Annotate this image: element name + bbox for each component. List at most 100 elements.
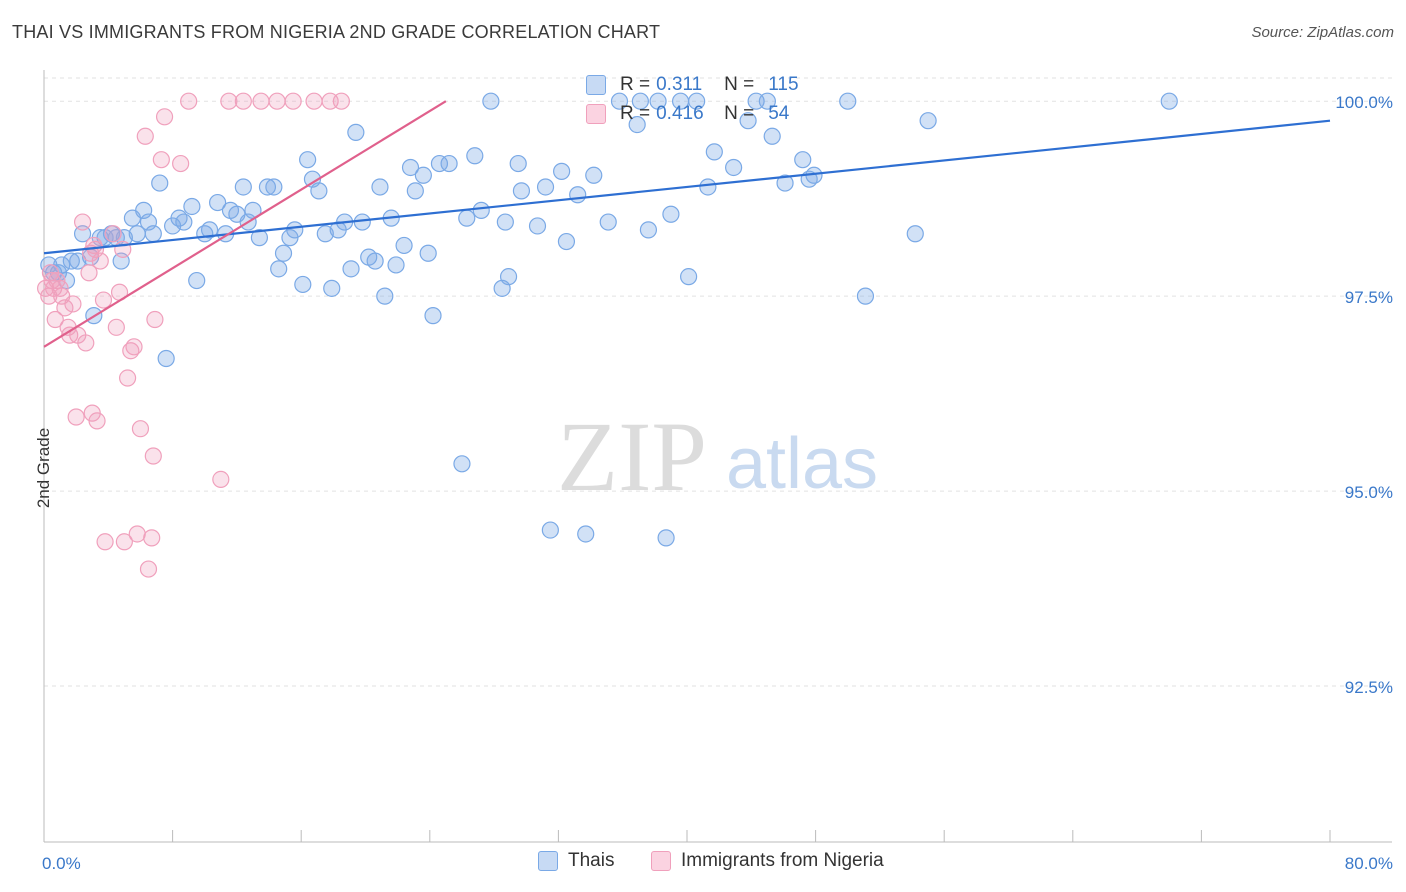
tick-labels: 100.0% 97.5% 95.0% 92.5% 0.0% 80.0% <box>42 93 1393 873</box>
nigeria-point <box>73 213 92 231</box>
r-label: R = <box>620 103 651 124</box>
thais-point <box>424 307 442 325</box>
nigeria-point <box>107 318 125 336</box>
nigeria-point <box>143 529 161 547</box>
nigeria-point <box>268 92 286 110</box>
thais-point <box>482 92 500 110</box>
nigeria-point <box>172 154 190 173</box>
thais-point <box>536 178 555 196</box>
thais-point <box>274 244 293 262</box>
thais-point <box>628 115 646 134</box>
thais-point <box>919 112 937 130</box>
y-tick-label: 97.5% <box>1345 288 1393 307</box>
nigeria-point <box>91 252 109 270</box>
thais-point <box>395 236 413 255</box>
nigeria-point <box>77 334 95 352</box>
nigeria-point <box>80 264 98 282</box>
thais-point <box>387 256 405 274</box>
thais-point <box>472 201 490 219</box>
thais-point <box>316 225 334 243</box>
legend-swatch <box>651 851 671 871</box>
nigeria-point <box>146 310 164 329</box>
r-value: 0.311 <box>656 74 703 95</box>
n-label: N = <box>724 74 755 95</box>
thais-point <box>699 178 717 196</box>
nigeria-point <box>252 92 270 110</box>
nigeria-point <box>128 525 146 543</box>
n-value: 54 <box>768 103 790 124</box>
data-points <box>37 92 1178 578</box>
thais-point <box>639 221 658 239</box>
thais-point <box>62 252 80 270</box>
thais-point <box>599 213 617 231</box>
thais-point <box>342 260 360 278</box>
thais-point <box>200 221 219 239</box>
thais-point <box>906 225 924 243</box>
thais-point <box>188 271 206 290</box>
thais-point <box>294 275 312 294</box>
n-value: 115 <box>768 74 799 95</box>
thais-point <box>839 92 857 110</box>
thais-point <box>705 143 723 161</box>
legend-swatch <box>538 851 558 871</box>
thais-point <box>662 205 680 223</box>
thais-point <box>649 92 667 110</box>
thais-point <box>688 92 706 110</box>
thais-point <box>453 455 471 473</box>
stats-box: R = 0.311 N = 115 R = 0.416 N = 54 <box>556 68 818 130</box>
watermark-atlas: atlas <box>726 424 878 504</box>
thais-point <box>856 287 875 305</box>
nigeria-point <box>96 533 114 551</box>
y-tick-label: 92.5% <box>1345 678 1393 697</box>
thais-point <box>286 221 304 239</box>
thais-point <box>323 279 341 297</box>
thais-point <box>183 197 201 216</box>
nigeria-point <box>305 92 323 110</box>
legend-item-nigeria[interactable]: Immigrants from Nigeria <box>651 850 884 872</box>
thais-point <box>258 178 277 196</box>
nigeria-swatch <box>586 104 606 124</box>
watermark-zip: ZIP <box>557 401 707 512</box>
stats-row-thais: R = 0.311 N = 115 <box>556 71 799 99</box>
thais-point <box>347 123 365 141</box>
thais-point <box>419 244 437 262</box>
thais-point <box>776 174 794 192</box>
nigeria-point <box>144 447 162 465</box>
source-credit: Source: ZipAtlas.com <box>1251 24 1394 41</box>
thais-point <box>680 268 698 286</box>
nigeria-point <box>234 92 252 110</box>
thais-point <box>763 127 781 145</box>
thais-point <box>209 193 227 212</box>
nigeria-point <box>115 533 133 551</box>
legend-item-thais[interactable]: Thais <box>538 850 614 872</box>
thais-point <box>299 151 317 169</box>
thais-point <box>794 151 812 169</box>
nigeria-point <box>46 310 64 329</box>
trend-lines <box>43 100 1331 348</box>
thais-point <box>541 521 559 539</box>
legend-label: Thais <box>568 850 615 871</box>
r-label: R = <box>620 74 651 95</box>
thais-point <box>499 268 518 286</box>
thais-point <box>406 182 424 200</box>
thais-point <box>557 232 576 251</box>
nigeria-point <box>212 470 230 488</box>
thais-point <box>528 217 547 235</box>
thais-point <box>157 349 175 368</box>
y-tick-label: 95.0% <box>1345 483 1393 502</box>
nigeria-point <box>118 369 137 387</box>
thais-point <box>430 154 449 173</box>
y-tick-label: 100.0% <box>1335 93 1393 112</box>
nigeria-point <box>284 92 302 110</box>
stats-row-nigeria: R = 0.416 N = 54 <box>556 100 789 128</box>
thais-point <box>631 92 649 110</box>
axes <box>43 70 1392 843</box>
nigeria-point <box>104 225 122 243</box>
thais-point <box>610 92 629 110</box>
thais-point <box>234 178 252 196</box>
nigeria-point <box>67 408 85 426</box>
nigeria-point <box>94 291 113 309</box>
thais-point <box>657 529 675 547</box>
nigeria-point <box>332 92 350 110</box>
